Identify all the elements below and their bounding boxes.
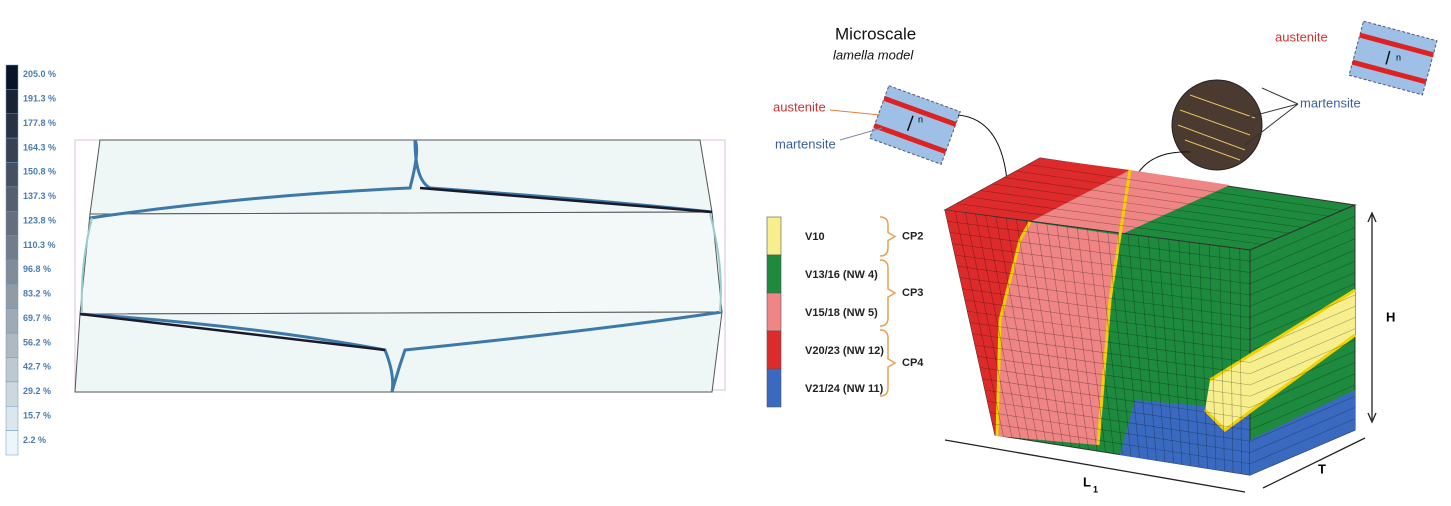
lamella-icon (1349, 21, 1437, 95)
colorbar-label: 83.2 % (23, 289, 51, 299)
austenite-label: austenite (773, 99, 826, 114)
colorbar-label: 123.8 % (23, 215, 56, 225)
colorbar-cell (6, 309, 18, 333)
length-subscript: 1 (1093, 484, 1098, 494)
leader (830, 110, 880, 115)
colorbar-cell (6, 211, 18, 235)
colorbar-cell (6, 406, 18, 430)
colorbar-label: 2.2 % (23, 435, 46, 445)
colorbar: 205.0 % 191.3 % 177.8 % 164.3 % 150.8 % 137.3… (6, 65, 56, 455)
colorbar-cell (6, 163, 18, 187)
colorbar-cell (6, 358, 18, 382)
colorbar-label: 110.3 % (23, 240, 56, 250)
colorbar-label: 191.3 % (23, 94, 56, 104)
figure: 205.0 % 191.3 % 177.8 % 164.3 % 150.8 % 137.3… (0, 0, 1451, 501)
thickness-label: T (1318, 461, 1326, 476)
legend-group: CP4 (902, 357, 924, 369)
colorbar-cell (6, 260, 18, 284)
zoom-circle (1172, 80, 1262, 170)
colorbar-label: 96.8 % (23, 264, 51, 274)
colorbar-label: 177.8 % (23, 118, 56, 128)
legend-group: CP3 (902, 287, 923, 299)
lamella-icon (870, 86, 961, 165)
length-label: L (1083, 474, 1091, 489)
colorbar-label: 56.2 % (23, 337, 51, 347)
colorbar-label: 150.8 % (23, 167, 56, 177)
legend-label: V15/18 (NW 5) (805, 307, 878, 319)
colorbar-cell (6, 187, 18, 211)
legend-group: CP2 (902, 230, 923, 242)
legend-swatch (767, 293, 781, 331)
colorbar-label: 42.7 % (23, 362, 51, 372)
legend-label: V10 (805, 231, 825, 243)
height-label: H (1386, 309, 1395, 324)
colorbar-cell (6, 284, 18, 308)
mesh-block (945, 158, 1355, 475)
colorbar-cell (6, 431, 18, 455)
legend-brace (880, 217, 895, 256)
colorbar-cell (6, 138, 18, 162)
colorbar-label: 69.7 % (23, 313, 51, 323)
colorbar-cell (6, 65, 18, 89)
austenite-label: austenite (1275, 29, 1328, 44)
legend-swatch (767, 255, 781, 293)
colorbar-cell (6, 382, 18, 406)
microscale-subtitle: lamella model (833, 47, 914, 62)
martensite-label: martensite (775, 136, 836, 151)
legend-swatch (767, 331, 781, 369)
legend-label: V13/16 (NW 4) (805, 269, 878, 281)
colorbar-cell (6, 333, 18, 357)
colorbar-label: 164.3 % (23, 142, 56, 152)
martensite-label: martensite (1300, 95, 1361, 110)
legend-swatch (767, 217, 781, 255)
normal-label: n (918, 114, 923, 124)
colorbar-label: 15.7 % (23, 410, 51, 420)
colorbar-cell (6, 114, 18, 138)
normal-label: n (1396, 52, 1401, 62)
legend: V10 V13/16 (NW 4) V15/18 (NW 5) V20/23 (NW … (767, 217, 924, 407)
colorbar-label: 29.2 % (23, 386, 51, 396)
legend-brace (880, 260, 895, 326)
colorbar-label: 205.0 % (23, 69, 56, 79)
strain-field (75, 140, 725, 392)
legend-swatch (767, 369, 781, 407)
legend-label: V21/24 (NW 11) (805, 383, 884, 395)
colorbar-cell (6, 89, 18, 113)
legend-label: V20/23 (NW 12) (805, 345, 884, 357)
colorbar-cell (6, 236, 18, 260)
microscale-title: Microscale (835, 24, 916, 43)
colorbar-label: 137.3 % (23, 191, 56, 201)
